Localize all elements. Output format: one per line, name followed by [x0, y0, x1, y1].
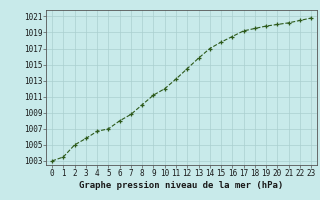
X-axis label: Graphe pression niveau de la mer (hPa): Graphe pression niveau de la mer (hPa) — [79, 181, 284, 190]
